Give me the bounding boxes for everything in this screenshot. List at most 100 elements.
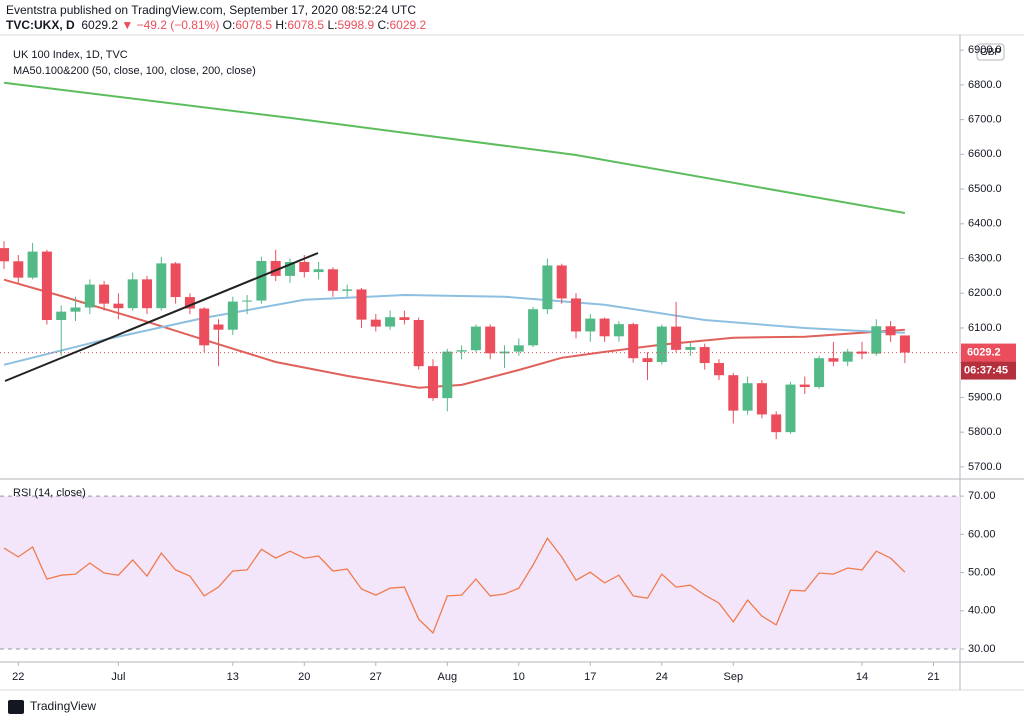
currency-badge[interactable] — [976, 43, 1005, 61]
candle-body — [756, 383, 767, 415]
candle-body — [814, 358, 825, 388]
pane-title: UK 100 Index, 1D, TVC — [13, 49, 128, 61]
y-tick-label: 6500.0 — [968, 183, 1002, 195]
candle-body — [184, 297, 195, 309]
x-tick-label: Sep — [724, 671, 744, 683]
candle-body — [885, 326, 896, 336]
candle-body — [470, 326, 481, 351]
candle-body — [0, 248, 9, 262]
candle-body — [99, 284, 110, 304]
y-tick-label: 40.00 — [968, 605, 996, 617]
price-pane — [0, 81, 960, 440]
candle-body — [671, 326, 682, 350]
candle-body — [871, 326, 882, 354]
candle-body — [170, 263, 181, 298]
candle-body — [413, 319, 424, 367]
candle-body — [442, 351, 453, 399]
currency-label: GBP — [980, 47, 1001, 58]
candle-body — [528, 309, 539, 346]
x-tick-label: 10 — [513, 671, 525, 683]
countdown-label: 06:37:45 — [964, 364, 1008, 376]
indicator-title: MA50.100&200 (50, close, 100, close, 200… — [13, 65, 256, 77]
candle-body — [156, 263, 167, 309]
candle-body — [742, 383, 753, 411]
ohlc-value: 6078.5 — [235, 18, 273, 32]
candle-body — [213, 324, 224, 330]
ohlc-value: 6078.5 — [287, 18, 325, 32]
y-tick-label: 6600.0 — [968, 148, 1002, 160]
y-tick-label: 30.00 — [968, 643, 996, 655]
ohlc-label: C: — [377, 18, 390, 32]
x-tick-label: 27 — [370, 671, 382, 683]
candle-body — [84, 284, 95, 308]
x-tick-label: 17 — [584, 671, 596, 683]
y-tick-label: 6800.0 — [968, 79, 1002, 91]
x-tick-label: 13 — [227, 671, 239, 683]
x-tick-label: 21 — [927, 671, 939, 683]
candle-body — [256, 260, 267, 301]
y-tick-label: 6700.0 — [968, 114, 1002, 126]
candle-body — [327, 269, 338, 291]
candle-body — [13, 261, 24, 278]
candle-body — [542, 265, 553, 310]
indicator-title: RSI (14, close) — [13, 487, 86, 499]
candle-body — [127, 279, 138, 309]
countdown-box — [961, 361, 1016, 380]
candle-body — [285, 261, 295, 276]
symbol: TVC:UKX, D — [6, 18, 75, 32]
candle-body — [685, 347, 696, 350]
footer-brand: TradingView — [30, 699, 96, 713]
y-tick-label: 6100.0 — [968, 322, 1002, 334]
candle-body — [399, 317, 410, 320]
last-price-box — [961, 343, 1016, 362]
candle-body — [656, 326, 667, 363]
candle-body — [56, 311, 67, 320]
trend-line — [4, 252, 319, 382]
rsi-line — [3, 537, 906, 635]
candle-body — [628, 324, 639, 359]
candle-body — [599, 318, 610, 337]
x-tick-label: 14 — [856, 671, 868, 683]
y-tick-label: 50.00 — [968, 566, 996, 578]
moving-average-line — [3, 278, 905, 389]
y-tick-label: 5700.0 — [968, 461, 1002, 473]
y-tick-label: 6200.0 — [968, 287, 1002, 299]
candle-body — [842, 351, 853, 362]
candle-body — [714, 363, 724, 376]
logo: TradingView — [8, 699, 96, 714]
candle-body — [428, 366, 438, 399]
candle-body — [142, 279, 152, 309]
moving-average-line — [3, 293, 905, 366]
candle-body — [41, 251, 52, 320]
publisher: Eventstra published on TradingView.com, … — [6, 3, 417, 17]
candle-body — [799, 384, 810, 388]
x-tick-label: 24 — [656, 671, 668, 683]
candle-body — [571, 298, 581, 332]
y-tick-label: 5900.0 — [968, 391, 1002, 403]
candle-body — [728, 375, 739, 411]
header: Eventstra published on TradingView.com, … — [6, 3, 426, 33]
x-tick-label: Jul — [111, 671, 125, 683]
ohlc-label: L: — [327, 18, 338, 32]
candle-body — [857, 351, 867, 354]
candle-body — [70, 307, 81, 312]
rsi-band — [0, 496, 960, 650]
last-price-label: 6029.2 — [967, 346, 1001, 358]
candle-body — [585, 318, 596, 332]
candle-body — [699, 347, 710, 364]
y-tick-label: 6300.0 — [968, 252, 1002, 264]
candle-body — [299, 261, 310, 273]
candle-body — [227, 301, 238, 330]
candle-body — [785, 384, 796, 433]
candle-body — [27, 251, 38, 278]
candle-body — [113, 303, 124, 309]
ohlc-label: H: — [275, 18, 288, 32]
moving-average-line — [3, 81, 906, 214]
candle-body — [828, 358, 839, 362]
ohlc-label: O: — [222, 18, 236, 32]
candle-body — [270, 260, 281, 276]
candle-body — [456, 350, 467, 352]
y-tick-label: 60.00 — [968, 528, 996, 540]
x-tick-label: 20 — [298, 671, 310, 683]
